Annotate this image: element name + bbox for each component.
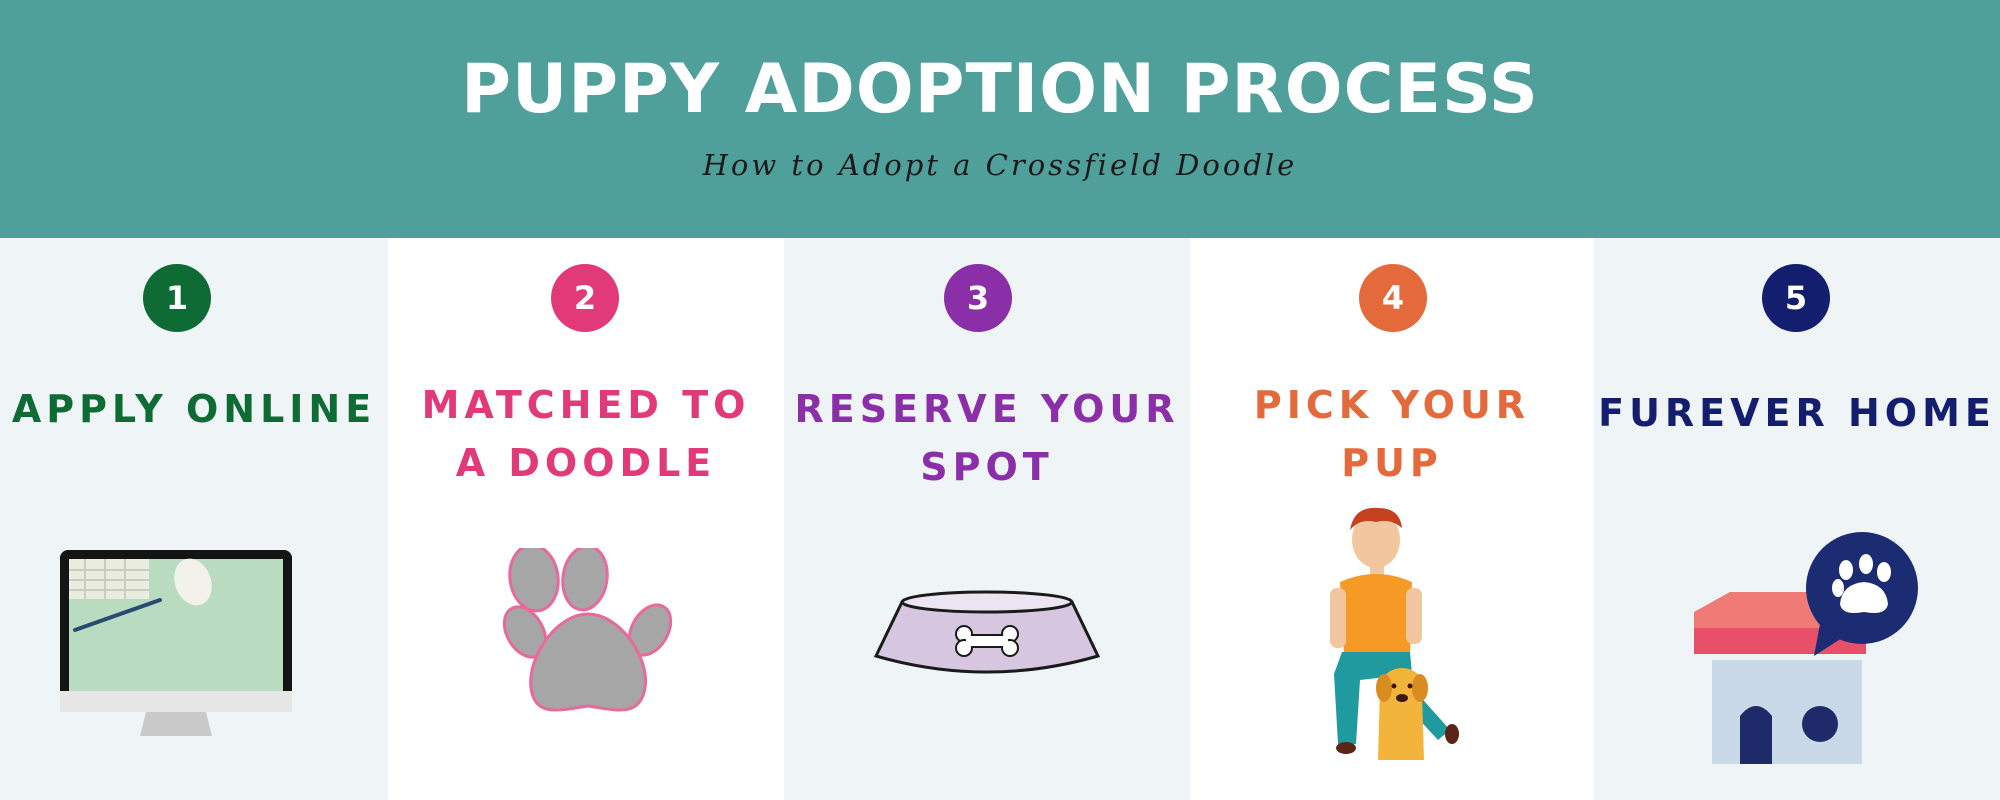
step-3: 3 RESERVE YOUR SPOT [784, 238, 1190, 800]
step-5-title-line-1: FUREVER HOME [1598, 391, 1996, 435]
step-2-title: MATCHED TO A DOODLE [388, 376, 784, 492]
step-5-title: FUREVER HOME [1594, 384, 2000, 442]
step-4-title-line-2: PUP [1341, 441, 1443, 485]
step-3-title-line-1: RESERVE YOUR [794, 387, 1180, 431]
step-1: 1 APPLY ONLINE [0, 238, 388, 800]
step-4-title: PICK YOUR PUP [1190, 376, 1594, 492]
header-banner: PUPPY ADOPTION PROCESS How to Adopt a Cr… [0, 0, 2000, 238]
steps-row: 1 APPLY ONLINE 2 MATCHED TO A DOODLE [0, 238, 2000, 800]
step-5: 5 FUREVER HOME [1594, 238, 2000, 800]
page-title: PUPPY ADOPTION PROCESS [461, 50, 1539, 129]
step-2-title-line-2: A DOODLE [455, 441, 717, 485]
step-2-number-badge: 2 [551, 264, 619, 332]
step-3-title: RESERVE YOUR SPOT [784, 380, 1190, 496]
paw-print-icon [502, 548, 673, 712]
step-5-number-badge: 5 [1762, 264, 1830, 332]
step-3-number-badge: 3 [944, 264, 1012, 332]
dog-house-icon [1694, 532, 1918, 764]
dog-bowl-icon [874, 590, 1100, 674]
step-3-title-line-2: SPOT [920, 445, 1054, 489]
step-1-title: APPLY ONLINE [0, 380, 388, 438]
boy-with-puppy-icon [1330, 507, 1459, 760]
step-4: 4 PICK YOUR PUP [1190, 238, 1594, 800]
step-2-title-line-1: MATCHED TO [421, 383, 751, 427]
page-subtitle: How to Adopt a Crossfield Doodle [702, 148, 1298, 182]
step-1-title-line-1: APPLY ONLINE [11, 387, 377, 431]
computer-monitor-icon [60, 550, 292, 736]
step-4-number-badge: 4 [1359, 264, 1427, 332]
step-4-title-line-1: PICK YOUR [1253, 383, 1531, 427]
step-1-number-badge: 1 [143, 264, 211, 332]
step-2: 2 MATCHED TO A DOODLE [388, 238, 784, 800]
